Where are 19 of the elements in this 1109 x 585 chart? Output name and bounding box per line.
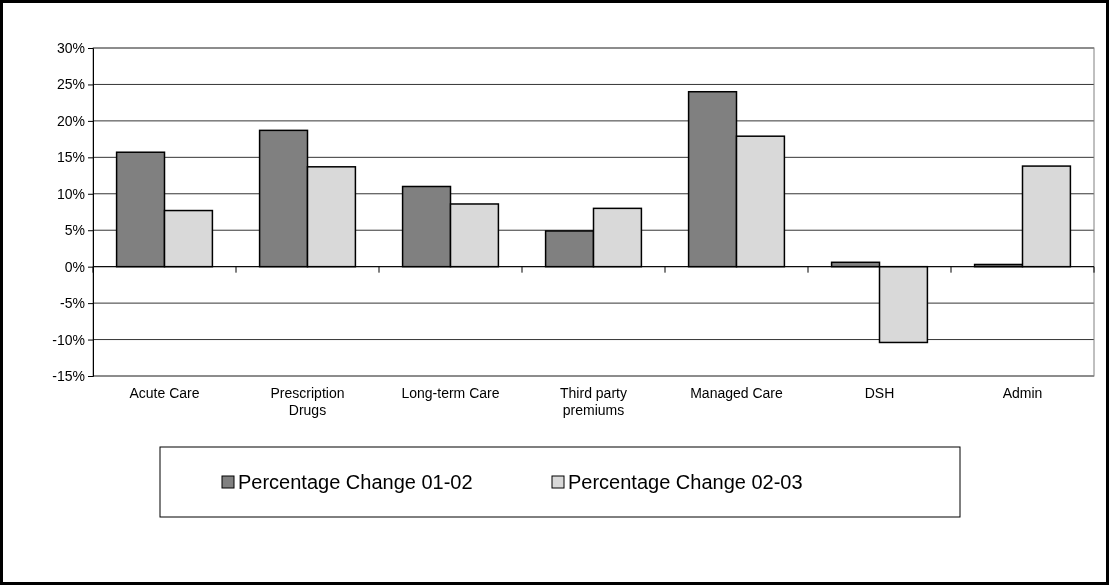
y-tick-label: 30% <box>56 39 85 56</box>
x-tick-label: Admin <box>1002 385 1043 401</box>
y-tick-label: 15% <box>56 149 85 166</box>
x-tick-label: Prescription Drugs <box>270 385 345 418</box>
y-tick-label: 20% <box>56 112 85 129</box>
x-tick-label: DSH <box>864 385 895 401</box>
legend-label: Percentage Change 02-03 <box>568 471 803 493</box>
y-tick-label: -10% <box>52 331 85 348</box>
legend-label: Percentage Change 01-02 <box>238 471 473 493</box>
y-tick-label: 10% <box>56 185 85 202</box>
y-tick-label: 0% <box>64 258 85 275</box>
y-tick-label: -5% <box>60 295 85 312</box>
y-tick-label: 25% <box>56 76 85 93</box>
x-tick-label: Acute Care <box>129 385 200 401</box>
y-tick-label: 5% <box>64 222 85 239</box>
x-tick-label: Long-term Care <box>401 385 500 401</box>
x-tick-label: Third party premiums <box>560 385 627 418</box>
y-tick-label: -15% <box>52 367 85 384</box>
x-tick-label: Managed Care <box>690 385 784 401</box>
